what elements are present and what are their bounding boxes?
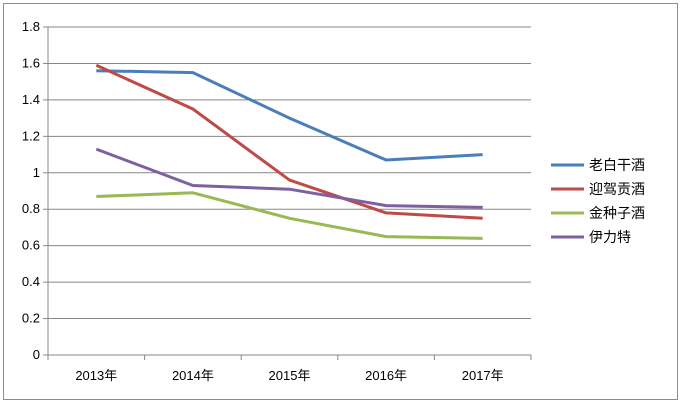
x-tick-label: 2013年 [75, 368, 117, 383]
gridlines [48, 26, 531, 320]
y-tick-label: 0 [33, 347, 40, 362]
y-tick-label: 0.4 [22, 274, 40, 289]
y-tick-label: 0.8 [22, 201, 40, 216]
legend-label: 迎驾贡酒 [589, 182, 645, 198]
series-line-3 [96, 191, 483, 240]
legend-label: 老白干酒 [589, 158, 645, 174]
legend-label: 金种子酒 [589, 206, 645, 222]
y-tick-label: 1.6 [22, 55, 40, 70]
x-tick-label: 2016年 [365, 368, 407, 383]
x-tick-label: 2015年 [269, 368, 311, 383]
axes [43, 26, 532, 360]
series-line-4 [95, 147, 483, 209]
series-line-1 [96, 69, 483, 162]
y-tick-label: 1.4 [22, 92, 40, 107]
y-tick-label: 1.2 [22, 128, 40, 143]
series-lines [95, 63, 483, 240]
x-tick-label: 2017年 [462, 368, 504, 383]
y-tick-label: 1.8 [22, 19, 40, 34]
y-tick-label: 1 [33, 165, 40, 180]
y-tick-label: 0.2 [22, 311, 40, 326]
x-tick-label: 2014年 [172, 368, 214, 383]
chart-frame [3, 3, 678, 400]
x-axis-ticks: 2013年 2014年 2015年 2016年 2017年 [75, 368, 503, 383]
legend-label: 伊力特 [589, 230, 631, 246]
y-tick-label: 0.6 [22, 238, 40, 253]
series-line-2 [95, 63, 483, 220]
y-axis-ticks: 0 0.2 0.4 0.6 0.8 1 1.2 1.4 1.6 1.8 [22, 19, 40, 362]
